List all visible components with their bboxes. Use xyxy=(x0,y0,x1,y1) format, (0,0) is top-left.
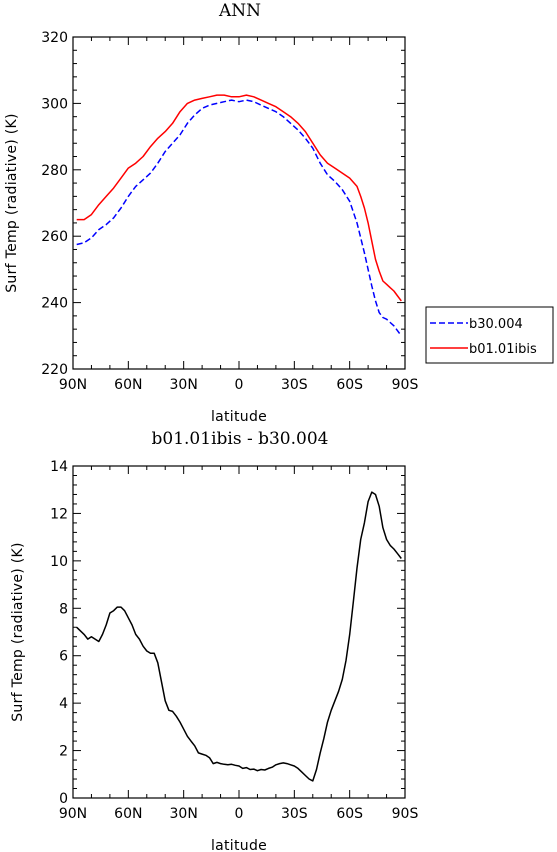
x-tick-label: 30N xyxy=(170,806,198,822)
x-tick-label: 60N xyxy=(114,377,142,393)
y-tick-label: 2 xyxy=(59,744,68,760)
legend-label-b01-01ibis: b01.01ibis xyxy=(469,342,537,357)
series-line-difference xyxy=(76,491,402,782)
panel-difference: b01.01ibis - b30.004 90N 60N 30N 0 30S 60S 90S… xyxy=(10,429,418,852)
y-tick-label: 10 xyxy=(50,554,68,570)
series-line-b01-01ibis xyxy=(76,94,402,302)
y-tick-label: 280 xyxy=(41,163,68,179)
x-tick-label: 90S xyxy=(392,377,419,393)
x-tick-label: 90N xyxy=(59,377,87,393)
x-tick-label: 60N xyxy=(114,806,142,822)
y-axis-label: Surf Temp (radiative) (K) xyxy=(10,542,26,722)
plot-frame xyxy=(72,36,406,370)
plot-frame xyxy=(72,465,406,799)
x-tick-label: 60S xyxy=(336,377,363,393)
series-line-b30-004 xyxy=(76,99,402,337)
y-tick-label: 220 xyxy=(41,362,68,378)
y-tick-label: 8 xyxy=(59,601,68,617)
x-tick-label: 0 xyxy=(235,377,244,393)
panel-annual-mean: ANN 90N 60N 30N 0 30S 60S 90S 220 240 260 280 300 32… xyxy=(4,1,418,425)
x-axis-label: latitude xyxy=(211,838,267,852)
y-tick-label: 6 xyxy=(59,649,68,665)
y-tick-label: 4 xyxy=(59,696,68,712)
y-tick-label: 320 xyxy=(41,30,68,46)
y-axis-label: Surf Temp (radiative) (K) xyxy=(4,113,20,293)
chart-title: b01.01ibis - b30.004 xyxy=(152,429,329,449)
chart-title: ANN xyxy=(218,1,261,21)
x-tick-label: 90N xyxy=(59,806,87,822)
y-tick-label: 12 xyxy=(50,506,68,522)
x-tick-label: 0 xyxy=(235,806,244,822)
y-tick-label: 300 xyxy=(41,96,68,112)
x-tick-label: 30N xyxy=(170,377,198,393)
y-tick-label: 14 xyxy=(50,459,68,475)
y-tick-label: 0 xyxy=(59,791,68,807)
legend-label-b30-004: b30.004 xyxy=(469,317,523,332)
x-tick-label: 90S xyxy=(392,806,419,822)
x-tick-label: 60S xyxy=(336,806,363,822)
y-tick-label: 260 xyxy=(41,229,68,245)
x-axis-label: latitude xyxy=(211,409,267,425)
y-tick-label: 240 xyxy=(41,296,68,312)
x-tick-label: 30S xyxy=(281,377,308,393)
x-tick-label: 30S xyxy=(281,806,308,822)
legend: b30.004 b01.01ibis xyxy=(425,306,554,364)
legend-box xyxy=(425,306,554,364)
